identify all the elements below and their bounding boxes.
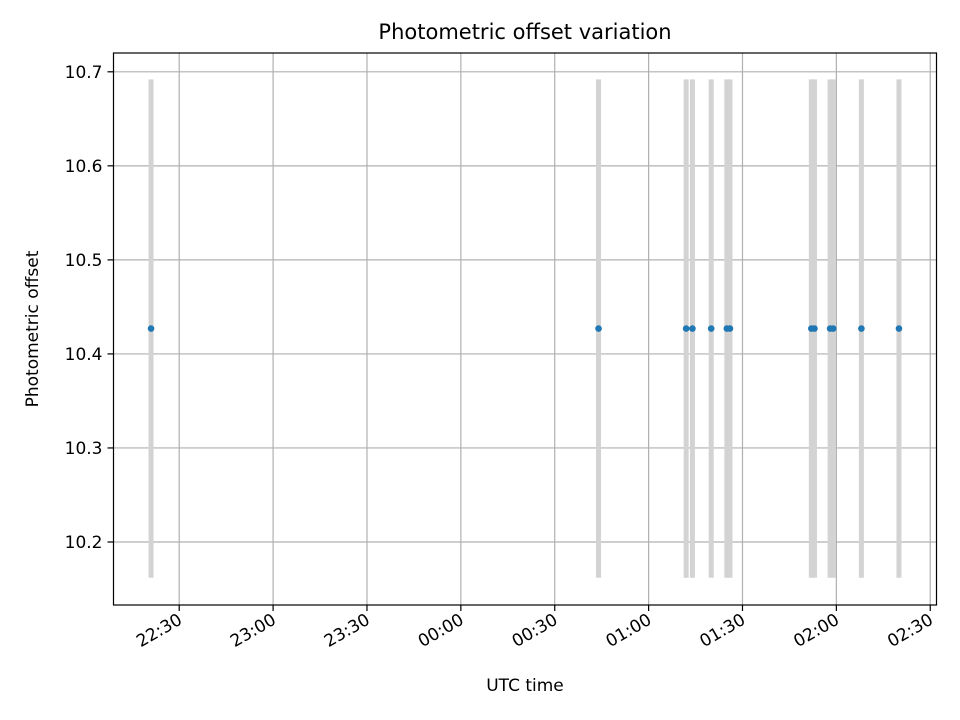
plot-frame [112, 52, 938, 606]
x-tick-label: 01:00 [603, 610, 655, 652]
data-point [895, 325, 903, 332]
x-tick-label: 01:30 [697, 610, 749, 652]
x-tick-label: 22:30 [133, 610, 185, 652]
x-axis-ticks: 22:30 23:00 23:30 00:00 00:30 01:00 01:30 02:00… [133, 605, 937, 652]
y-axis-label: Photometric offset [23, 250, 43, 407]
x-tick-label: 00:30 [509, 610, 561, 652]
x-tick-label: 23:00 [227, 610, 279, 652]
y-tick-label: 10.6 [65, 157, 103, 177]
y-tick-label: 10.3 [65, 439, 103, 459]
data-point [595, 325, 602, 332]
y-tick-label: 10.4 [65, 345, 103, 365]
x-axis-label: UTC time [486, 676, 564, 696]
data-point [811, 325, 818, 332]
x-tick-label: 02:30 [884, 610, 936, 652]
data-points [147, 325, 903, 332]
x-tick-label: 02:00 [790, 610, 842, 652]
y-tick-label: 10.5 [65, 251, 103, 271]
data-point [726, 325, 734, 332]
data-point [829, 325, 837, 332]
y-tick-label: 10.7 [65, 63, 103, 83]
x-tick-label: 00:00 [415, 610, 467, 652]
grid-lines [113, 53, 937, 605]
y-tick-label: 10.2 [65, 533, 103, 553]
data-point [147, 325, 155, 332]
data-point [682, 325, 690, 332]
data-point [707, 325, 715, 332]
chart-title: Photometric offset variation [378, 20, 671, 44]
error-bars [148, 79, 902, 578]
y-axis-ticks: 10.2 10.3 10.4 10.5 10.6 10.7 [65, 63, 114, 553]
data-point [689, 325, 696, 332]
x-tick-label: 23:30 [321, 610, 373, 652]
data-point [858, 325, 865, 332]
